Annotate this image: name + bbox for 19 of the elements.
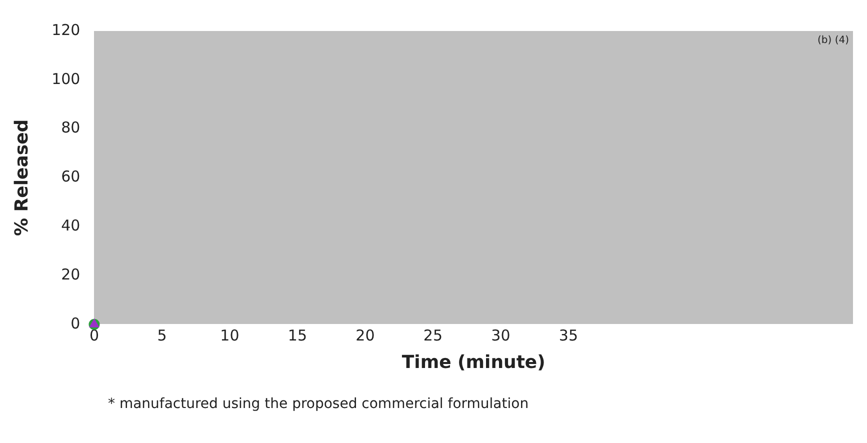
y-tick-label: 20 [61,265,80,284]
y-tick-label: 100 [52,70,80,88]
x-axis-title: Time (minute) [402,352,546,373]
text: * manufactured using the proposed commercial formulation [108,396,529,412]
annotation: (b) (4) [818,35,849,46]
y-tick-label: 80 [61,118,80,137]
x-tick-label: 5 [157,326,167,344]
x-tick-label: 10 [220,326,240,344]
y-tick-label: 60 [61,168,80,186]
x-tick-label: 0 [89,326,100,344]
y-tick-label: 40 [61,216,80,234]
x-tick-label: 15 [288,326,308,344]
y-axis-title: % Released [11,119,32,236]
y-tick-label: 120 [52,20,80,39]
x-tick-label: 35 [558,326,578,344]
y-tick-label: 0 [70,314,80,332]
x-tick-label: 25 [423,326,443,344]
x-tick-label: 30 [491,326,510,344]
x-tick-label: 20 [356,326,375,344]
